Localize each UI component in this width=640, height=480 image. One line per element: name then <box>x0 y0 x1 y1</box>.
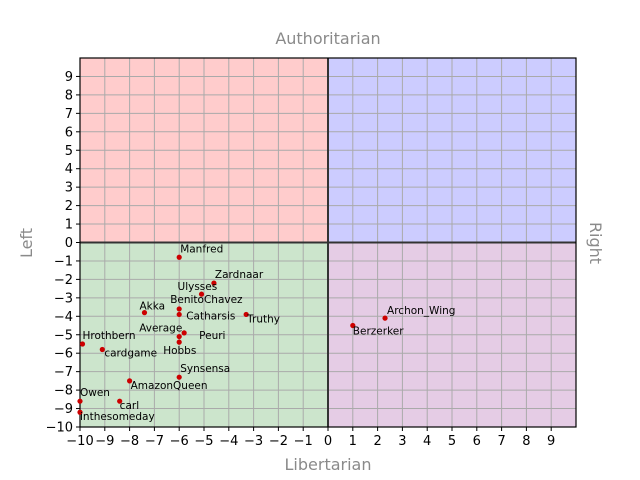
point-label: Synsensa <box>180 363 230 375</box>
point-label: BenitoChavez <box>170 294 243 306</box>
x-tick-label: −5 <box>194 434 213 449</box>
x-tick-label: 4 <box>423 434 431 449</box>
y-tick-label: −9 <box>54 402 73 417</box>
point-label: Hrothbern <box>82 330 135 342</box>
x-tick-label: −7 <box>145 434 164 449</box>
point-label: Akka <box>139 301 165 313</box>
data-point <box>243 311 249 318</box>
y-tick-label: −2 <box>54 273 73 288</box>
point-label: Truthy <box>246 313 280 325</box>
axis-title-right: Right <box>586 222 605 264</box>
x-tick-label: 1 <box>349 434 357 449</box>
tick-labels: −10 −9 −8 −7 −6 −5 −4 −3 −2 −1 0 1 2 3 4 5 6 7 8 9−10−9−8−7… <box>46 70 556 449</box>
point-label: Ulysses <box>178 281 218 293</box>
data-point <box>127 378 133 384</box>
data-point <box>211 280 217 286</box>
y-tick-label: −1 <box>54 254 73 269</box>
data-point <box>176 333 182 340</box>
axis-title-left: Left <box>17 228 36 258</box>
data-point <box>176 311 182 318</box>
x-tick-label: 5 <box>448 434 456 449</box>
point-label: Peuri <box>199 330 225 342</box>
x-tick-label: 3 <box>398 434 406 449</box>
point-label: Catharsis <box>186 310 235 322</box>
y-tick-label: −8 <box>54 384 73 399</box>
x-tick-label: −10 <box>66 434 93 449</box>
data-point <box>176 339 182 345</box>
data-point <box>77 409 83 415</box>
y-tick-label: −3 <box>54 291 73 306</box>
point-label: Hobbs <box>163 345 196 357</box>
y-tick-label: −7 <box>54 365 73 380</box>
y-tick-label: 8 <box>65 88 73 103</box>
y-tick-label: 7 <box>65 107 73 122</box>
y-tick-label: −10 <box>46 421 73 436</box>
y-tick-label: 2 <box>65 199 73 214</box>
point-label: AmazonQueen <box>131 380 208 392</box>
point-label: Zardnaar <box>215 269 264 281</box>
x-tick-label: 9 <box>547 434 555 449</box>
x-tick-label: −8 <box>120 434 139 449</box>
point-label: Owen <box>80 387 110 399</box>
data-point <box>382 315 388 321</box>
x-tick-label: 6 <box>473 434 481 449</box>
y-tick-label: 0 <box>65 236 73 251</box>
data-point <box>198 291 205 297</box>
x-tick-label: 2 <box>373 434 381 449</box>
point-label: carl <box>120 400 139 412</box>
data-point <box>117 398 123 404</box>
center-axes <box>80 58 576 427</box>
x-tick-label: −4 <box>219 434 238 449</box>
y-tick-label: −4 <box>54 310 73 325</box>
data-point <box>176 374 182 380</box>
y-tick-label: 5 <box>65 144 73 159</box>
point-label: inthesomeday <box>80 411 155 423</box>
axis-title-libertarian: Libertarian <box>285 455 372 474</box>
y-tick-label: 9 <box>65 70 73 85</box>
x-tick-label: −9 <box>95 434 114 449</box>
data-point <box>176 254 182 260</box>
x-tick-label: −2 <box>269 434 288 449</box>
data-point <box>141 310 148 316</box>
y-tick-label: −5 <box>54 328 73 343</box>
x-tick-label: −6 <box>170 434 189 449</box>
data-point <box>176 306 182 312</box>
tick-marks <box>76 75 552 431</box>
data-points <box>77 254 388 415</box>
x-tick-label: 8 <box>522 434 530 449</box>
y-tick-label: 1 <box>65 218 73 233</box>
data-point <box>99 346 105 353</box>
y-tick-label: −6 <box>54 347 73 362</box>
point-label: Manfred <box>180 243 223 255</box>
axis-title-authoritarian: Authoritarian <box>275 29 380 48</box>
y-tick-label: 6 <box>65 125 73 140</box>
point-label: Berzerker <box>353 326 404 338</box>
data-point <box>181 330 187 336</box>
point-label: Archon_Wing <box>387 305 455 317</box>
x-tick-label: 0 <box>324 434 332 449</box>
x-tick-label: −1 <box>294 434 313 449</box>
data-point <box>350 322 356 329</box>
x-tick-label: 7 <box>497 434 505 449</box>
point-label: cardgame <box>104 348 157 360</box>
y-tick-label: 3 <box>65 181 73 196</box>
y-tick-label: 4 <box>65 162 73 177</box>
x-tick-label: −3 <box>244 434 263 449</box>
point-label: Average <box>139 323 182 335</box>
data-point <box>79 341 86 347</box>
data-point <box>77 398 83 404</box>
